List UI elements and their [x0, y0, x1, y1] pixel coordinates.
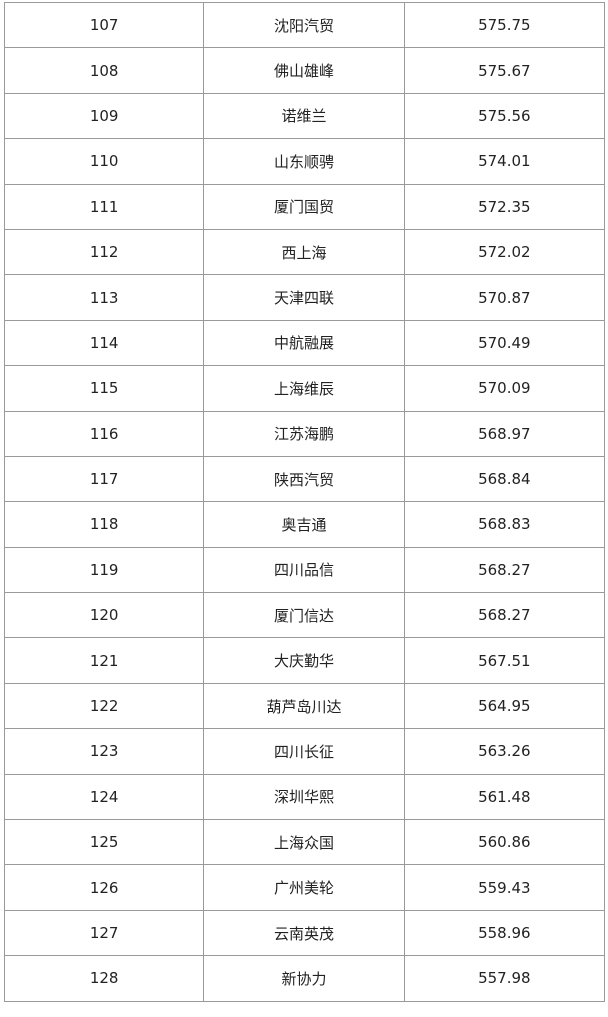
rank-cell: 127 — [3, 909, 205, 957]
name-cell: 四川品信 — [203, 546, 405, 594]
score-cell: 568.84 — [403, 455, 606, 503]
rank-cell: 111 — [3, 183, 205, 230]
table-row: 119 四川品信 568.27 — [3, 546, 606, 594]
rank-cell: 113 — [3, 274, 205, 321]
name-cell: 西上海 — [203, 228, 405, 276]
rank-cell: 107 — [3, 1, 205, 49]
name-cell: 奥吉通 — [203, 501, 405, 548]
table-row: 117 陕西汽贸 568.84 — [3, 455, 606, 503]
name-cell: 沈阳汽贸 — [203, 1, 405, 49]
table-row: 108 佛山雄峰 575.67 — [3, 47, 606, 94]
name-cell: 中航融展 — [203, 319, 405, 367]
table-row: 109 诺维兰 575.56 — [3, 92, 606, 140]
table-row: 127 云南英茂 558.96 — [3, 909, 606, 957]
score-cell: 572.02 — [403, 228, 606, 276]
name-cell: 上海众国 — [203, 819, 405, 866]
score-cell: 570.09 — [403, 365, 606, 412]
table-row: 113 天津四联 570.87 — [3, 274, 606, 321]
rank-cell: 114 — [3, 319, 205, 367]
score-cell: 575.67 — [403, 47, 606, 94]
score-cell: 568.97 — [403, 410, 606, 457]
score-cell: 570.87 — [403, 274, 606, 321]
rank-cell: 121 — [3, 637, 205, 684]
table-row: 123 四川长征 563.26 — [3, 728, 606, 775]
score-cell: 560.86 — [403, 819, 606, 866]
name-cell: 深圳华熙 — [203, 773, 405, 821]
table-row: 120 厦门信达 568.27 — [3, 592, 606, 639]
score-cell: 561.48 — [403, 773, 606, 821]
name-cell: 云南英茂 — [203, 909, 405, 957]
score-cell: 575.56 — [403, 92, 606, 140]
score-cell: 564.95 — [403, 682, 606, 730]
score-cell: 572.35 — [403, 183, 606, 230]
table-row: 116 江苏海鹏 568.97 — [3, 410, 606, 457]
rank-cell: 115 — [3, 365, 205, 412]
name-cell: 佛山雄峰 — [203, 47, 405, 94]
score-cell: 559.43 — [403, 864, 606, 911]
score-cell: 568.27 — [403, 546, 606, 594]
name-cell: 厦门信达 — [203, 592, 405, 639]
score-cell: 563.26 — [403, 728, 606, 775]
name-cell: 葫芦岛川达 — [203, 682, 405, 730]
rank-cell: 119 — [3, 546, 205, 594]
rank-cell: 110 — [3, 138, 205, 185]
table-row: 112 西上海 572.02 — [3, 228, 606, 276]
table-row: 125 上海众国 560.86 — [3, 819, 606, 866]
rank-cell: 126 — [3, 864, 205, 911]
rank-cell: 124 — [3, 773, 205, 821]
rank-cell: 112 — [3, 228, 205, 276]
table-row: 128 新协力 557.98 — [3, 955, 606, 1002]
score-cell: 568.27 — [403, 592, 606, 639]
score-cell: 568.83 — [403, 501, 606, 548]
table-row: 111 厦门国贸 572.35 — [3, 183, 606, 230]
table-row: 122 葫芦岛川达 564.95 — [3, 682, 606, 730]
rank-cell: 128 — [3, 955, 205, 1002]
table-body: 107 沈阳汽贸 575.75 108 佛山雄峰 575.67 109 诺维兰 575.56 11… — [3, 1, 606, 1002]
table-row: 110 山东顺骋 574.01 — [3, 138, 606, 185]
table-row: 114 中航融展 570.49 — [3, 319, 606, 367]
score-cell: 558.96 — [403, 909, 606, 957]
score-cell: 567.51 — [403, 637, 606, 684]
rank-cell: 122 — [3, 682, 205, 730]
table-row: 124 深圳华熙 561.48 — [3, 773, 606, 821]
score-cell: 575.75 — [403, 1, 606, 49]
name-cell: 新协力 — [203, 955, 405, 1002]
rank-cell: 109 — [3, 92, 205, 140]
rank-cell: 117 — [3, 455, 205, 503]
name-cell: 天津四联 — [203, 274, 405, 321]
name-cell: 山东顺骋 — [203, 138, 405, 185]
ranking-table: 107 沈阳汽贸 575.75 108 佛山雄峰 575.67 109 诺维兰 575.56 11… — [3, 1, 606, 1002]
score-cell: 570.49 — [403, 319, 606, 367]
table-row: 126 广州美轮 559.43 — [3, 864, 606, 911]
rank-cell: 118 — [3, 501, 205, 548]
name-cell: 广州美轮 — [203, 864, 405, 911]
name-cell: 上海维辰 — [203, 365, 405, 412]
table-row: 115 上海维辰 570.09 — [3, 365, 606, 412]
name-cell: 厦门国贸 — [203, 183, 405, 230]
name-cell: 四川长征 — [203, 728, 405, 775]
name-cell: 江苏海鹏 — [203, 410, 405, 457]
score-cell: 574.01 — [403, 138, 606, 185]
name-cell: 诺维兰 — [203, 92, 405, 140]
rank-cell: 123 — [3, 728, 205, 775]
rank-cell: 108 — [3, 47, 205, 94]
rank-cell: 120 — [3, 592, 205, 639]
table-row: 118 奥吉通 568.83 — [3, 501, 606, 548]
name-cell: 大庆勤华 — [203, 637, 405, 684]
table-row: 121 大庆勤华 567.51 — [3, 637, 606, 684]
rank-cell: 125 — [3, 819, 205, 866]
table-row: 107 沈阳汽贸 575.75 — [3, 1, 606, 49]
score-cell: 557.98 — [403, 955, 606, 1002]
name-cell: 陕西汽贸 — [203, 455, 405, 503]
rank-cell: 116 — [3, 410, 205, 457]
